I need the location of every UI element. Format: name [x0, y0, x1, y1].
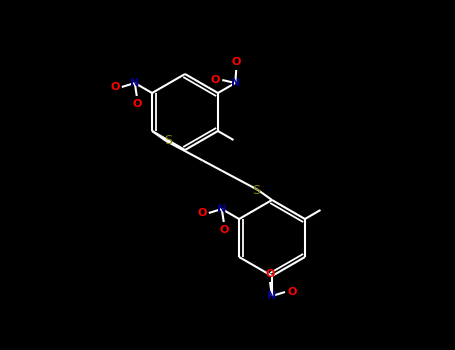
Text: O: O — [197, 208, 207, 218]
Text: O: O — [219, 225, 228, 235]
Text: S: S — [252, 184, 260, 197]
Text: O: O — [287, 287, 297, 297]
Text: O: O — [265, 269, 275, 279]
Text: O: O — [132, 99, 142, 109]
Text: N: N — [268, 291, 277, 301]
Text: N: N — [130, 78, 139, 88]
Text: S: S — [164, 133, 172, 147]
Text: O: O — [211, 75, 220, 85]
Text: O: O — [232, 57, 241, 67]
Text: O: O — [110, 82, 120, 92]
Text: N: N — [217, 204, 227, 214]
Text: N: N — [231, 78, 240, 88]
